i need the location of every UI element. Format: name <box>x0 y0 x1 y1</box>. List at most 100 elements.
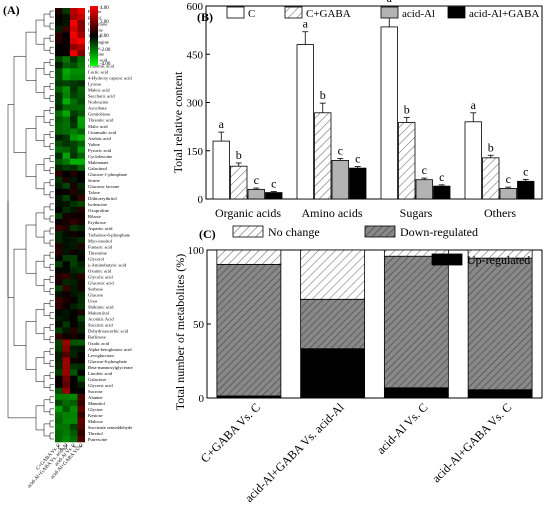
heatmap-cell <box>55 357 63 364</box>
significance-letter: b <box>488 140 494 154</box>
heatmap-row-label: Alpha-ketoglutaric acid <box>88 347 132 352</box>
significance-letter: b <box>404 103 410 117</box>
heatmap-cell <box>70 170 78 178</box>
heatmap-row-label: Ribose <box>88 214 101 219</box>
heatmap-row-label: Shikimic acid <box>88 305 114 310</box>
heatmap-row-label: Threonic acid <box>88 118 114 123</box>
heatmap-cell <box>70 375 78 383</box>
heatmap-cell <box>62 8 70 15</box>
heatmap-row-label: Glycine <box>88 407 103 412</box>
x-tick-label: C+GABA Vs. C <box>198 400 263 465</box>
heatmap-cell <box>77 375 85 383</box>
heatmap-cell <box>70 74 78 81</box>
heatmap-row-label: Beta-mannosylglycerate <box>88 365 133 370</box>
heatmap-cell <box>62 110 70 117</box>
heatmap-cell <box>55 231 63 238</box>
heatmap-cell <box>70 212 78 220</box>
heatmap-cell <box>77 387 85 395</box>
heatmap-cell <box>77 333 85 340</box>
heatmap-cell <box>70 279 78 286</box>
heatmap-cell <box>70 188 78 196</box>
heatmap-cell <box>55 315 63 322</box>
significance-letter: a <box>303 17 309 31</box>
heatmap-cell <box>55 212 63 220</box>
panel-b-label: (B) <box>197 10 213 24</box>
bar <box>331 159 349 200</box>
heatmap-grid <box>55 8 85 443</box>
heatmap-cell <box>55 20 63 27</box>
panel-c-label: (C) <box>199 227 216 241</box>
heatmap-cell <box>77 237 85 244</box>
legend-swatch <box>232 225 264 238</box>
heatmap-cell <box>70 411 78 419</box>
heatmap-cell <box>62 375 70 383</box>
heatmap-row-label: Saccharic acid <box>88 94 115 99</box>
heatmap-cell <box>70 38 78 45</box>
heatmap-cell <box>77 206 85 214</box>
heatmap-cell <box>77 291 85 298</box>
heatmap-cell <box>55 188 63 196</box>
heatmap-cell <box>62 116 70 123</box>
stacked-segment <box>216 263 282 397</box>
heatmap-row-label: Raffinose <box>88 335 106 340</box>
bar <box>433 185 451 200</box>
significance-letter: c <box>506 172 511 186</box>
heatmap-row-label: Fumaric acid <box>88 244 113 249</box>
heatmap-cell <box>62 134 70 141</box>
heatmap-row-label: Glycolic acid <box>88 274 113 279</box>
heatmap-cell <box>62 188 70 196</box>
heatmap-cell <box>62 176 70 184</box>
heatmap-cell <box>77 128 85 135</box>
heatmap-cell <box>70 345 78 352</box>
heatmap-cell <box>62 212 70 220</box>
bar <box>212 140 230 200</box>
heatmap-row-label: Ascorbate <box>88 106 107 111</box>
heatmap-row-label: Putrescine <box>88 437 107 442</box>
heatmap-cell <box>70 387 78 395</box>
heatmap-cell <box>70 152 78 159</box>
heatmap-cell <box>70 303 78 310</box>
heatmap-row-labels: ProlineRibitolGlutamineLeucineXylitolAsp… <box>88 9 133 442</box>
heatmap-cell <box>70 86 78 93</box>
heatmap-cell <box>77 134 85 141</box>
heatmap-cell <box>55 68 63 75</box>
heatmap-cell <box>77 56 85 63</box>
heatmap-cell <box>55 273 63 280</box>
heatmap-row-label: γ-Aminobutyric acid <box>88 262 127 267</box>
significance-letter: a <box>219 117 225 131</box>
heatmap-cell <box>62 261 70 268</box>
heatmap-cell <box>55 267 63 274</box>
heatmap-cell <box>77 417 85 425</box>
heatmap-cell <box>55 194 63 202</box>
heatmap-cell <box>77 74 85 81</box>
heatmap-cell <box>70 62 78 69</box>
heatmap-cell <box>55 50 63 57</box>
heatmap-cell <box>70 321 78 328</box>
heatmap-cell <box>55 303 63 310</box>
stacked-segment <box>383 387 449 399</box>
heatmap-cell <box>55 140 63 147</box>
heatmap-cell <box>77 44 85 51</box>
heatmap-cell <box>55 435 63 443</box>
heatmap-cell <box>77 369 85 376</box>
legend-label: C+GABA <box>306 8 351 20</box>
heatmap-cell <box>62 249 70 256</box>
heatmap-cell <box>77 104 85 111</box>
heatmap-row-label: Linoleic acid <box>88 371 113 376</box>
significance-letter: a <box>471 98 477 112</box>
heatmap-cell <box>70 255 78 262</box>
stacked-segment <box>216 249 282 265</box>
heatmap-cell <box>55 339 63 346</box>
heatmap-cell <box>62 206 70 214</box>
legend-label: No change <box>268 225 320 239</box>
heatmap-cell <box>77 8 85 15</box>
heatmap-cell <box>77 273 85 280</box>
heatmap-cell <box>62 20 70 27</box>
heatmap-cell <box>55 92 63 99</box>
x-tick-label: acid-Al+GABA Vs. C <box>429 400 514 485</box>
y-tick-label: 0 <box>199 393 205 405</box>
legend-label: acid-Al+GABA <box>469 8 539 20</box>
heatmap-row-label: Threonine <box>88 250 107 255</box>
heatmap-cell <box>55 345 63 352</box>
heatmap-row-label: Serine <box>88 178 100 183</box>
